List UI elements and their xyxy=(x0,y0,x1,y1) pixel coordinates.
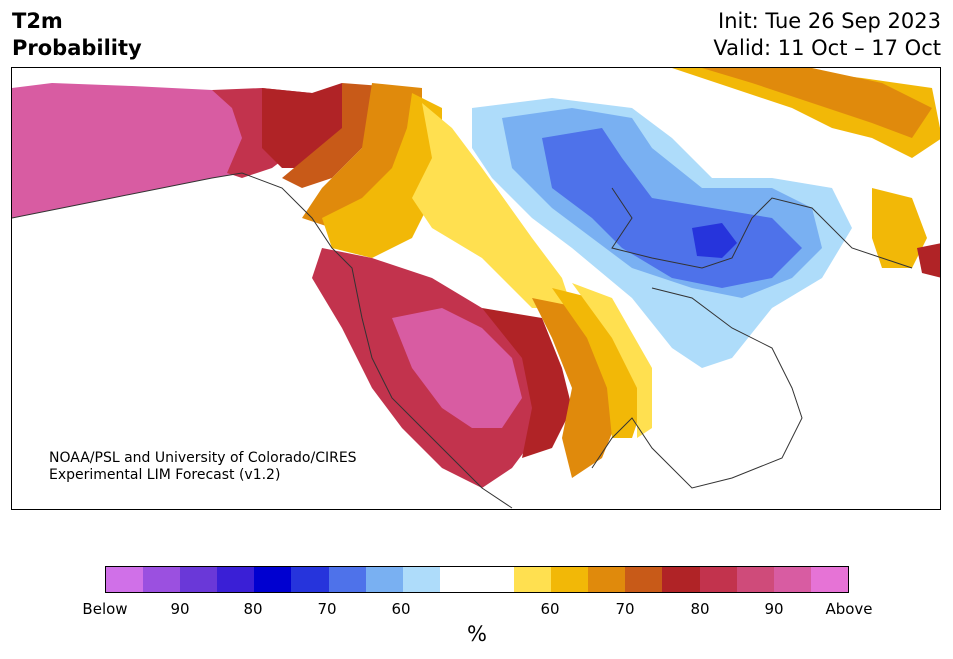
colorbar-swatch xyxy=(625,567,663,592)
colorbar-swatch xyxy=(143,567,181,592)
us-west-above-90 xyxy=(392,308,522,428)
credit-line-2: Experimental LIM Forecast (v1.2) xyxy=(49,467,281,483)
colorbar-swatch xyxy=(514,567,552,592)
colorbar-tick-label: 60 xyxy=(540,600,560,618)
colorbar-tick-label: Above xyxy=(825,600,873,618)
colorbar-unit: % xyxy=(467,622,487,646)
colorbar-tick-label: 80 xyxy=(243,600,263,618)
canada-west-above-60 xyxy=(302,83,422,228)
us-plains-above-50 xyxy=(572,283,652,438)
forecast-dates: Init: Tue 26 Sep 2023 Valid: 11 Oct – 17… xyxy=(713,8,941,62)
colorbar-tick-label: 70 xyxy=(317,600,337,618)
valid-date: Valid: 11 Oct – 17 Oct xyxy=(713,36,941,60)
colorbar-swatch xyxy=(365,567,403,592)
colorbar-tick-label: 60 xyxy=(391,600,411,618)
colorbar-swatch xyxy=(773,567,811,592)
colorbar-tick-label: 90 xyxy=(764,600,784,618)
alaska-above-90 xyxy=(12,83,282,218)
colorbar-swatch xyxy=(402,567,440,592)
colorbar-swatch xyxy=(662,567,700,592)
colorbar-swatch xyxy=(588,567,626,592)
colorbar-swatch xyxy=(291,567,329,592)
colorbar-swatch xyxy=(180,567,218,592)
map-svg xyxy=(12,68,940,509)
us-plains-above-70 xyxy=(482,308,572,458)
colorbar-swatch xyxy=(328,567,366,592)
title-probability: Probability xyxy=(12,36,142,60)
colorbar-swatch xyxy=(439,567,477,592)
map-credit: NOAA/PSL and University of Colorado/CIRE… xyxy=(49,450,357,484)
title-variable: T2m xyxy=(12,9,63,33)
colorbar-swatch xyxy=(551,567,589,592)
colorbar-swatch xyxy=(254,567,292,592)
us-plains-above-55 xyxy=(552,288,642,438)
colorbar-tick-label: 80 xyxy=(690,600,710,618)
colorbar-tick-label: Below xyxy=(82,600,128,618)
maritimes-above-55 xyxy=(872,188,927,268)
colorbar-swatch xyxy=(810,567,848,592)
colorbar-tick-label: 90 xyxy=(170,600,190,618)
init-date: Init: Tue 26 Sep 2023 xyxy=(718,9,941,33)
coastlines xyxy=(12,172,913,509)
map-title: T2m Probability xyxy=(12,8,142,62)
colorbar-swatch xyxy=(699,567,737,592)
canada-central-above-50 xyxy=(412,103,572,308)
central-below-80 xyxy=(692,223,737,258)
colorbar xyxy=(105,566,849,593)
colorbar-swatch xyxy=(217,567,255,592)
maritimes-above-70 xyxy=(917,243,940,278)
colorbar-swatch xyxy=(736,567,774,592)
credit-line-1: NOAA/PSL and University of Colorado/CIRE… xyxy=(49,450,357,466)
colorbar-swatch xyxy=(476,567,515,592)
canada-central-above-55 xyxy=(322,93,442,258)
colorbar-swatch xyxy=(106,567,144,592)
colorbar-tick-label: 70 xyxy=(615,600,635,618)
canada-west-above-65 xyxy=(282,83,392,188)
probability-map: NOAA/PSL and University of Colorado/CIRE… xyxy=(11,67,941,510)
ne-canada-above-60 xyxy=(702,68,932,138)
